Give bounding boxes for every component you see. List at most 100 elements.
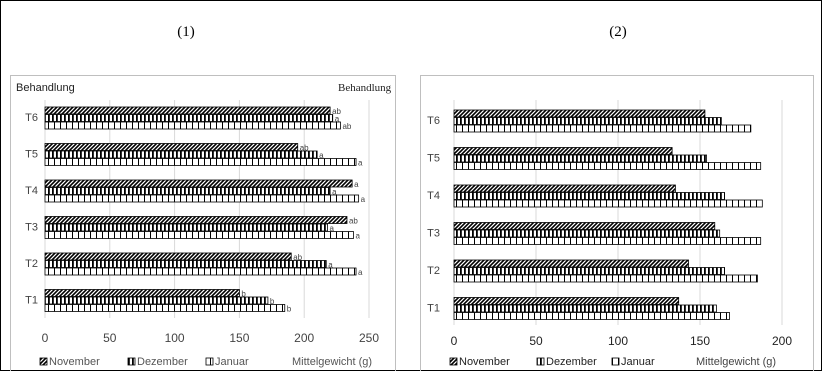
x-tick-label: 100: [608, 334, 628, 348]
bar-januar-t5: [44, 158, 357, 166]
significance-label: b: [287, 305, 292, 314]
bar-januar-t2: [453, 274, 758, 283]
bar-dezember-t2: [453, 267, 726, 275]
significance-label: a: [361, 195, 366, 204]
legend-swatch-november: [449, 357, 458, 366]
x-tick-label: 250: [359, 331, 379, 345]
bar-november-t5: [44, 143, 299, 151]
bar-januar-t6: [44, 121, 341, 130]
legend-label-dezember: Dezember: [546, 356, 597, 368]
category-label: T2: [427, 265, 440, 277]
legend-label-november: November: [49, 356, 100, 368]
bar-november-t1: [453, 297, 680, 305]
x-tick-label: 50: [103, 331, 117, 345]
category-label: T5: [25, 149, 38, 161]
bar-dezember-t6: [44, 114, 334, 122]
significance-label: a: [355, 232, 360, 241]
category-label: T3: [427, 228, 440, 240]
panel-2-box: [420, 75, 814, 371]
bar-november-t6: [44, 106, 331, 115]
category-label: T6: [427, 115, 440, 127]
panel-2-y-axis-title: Behandlung: [338, 82, 392, 94]
bar-januar-t4: [453, 199, 763, 208]
significance-label: ab: [300, 144, 309, 153]
bar-november-t4: [44, 179, 353, 188]
legend-label-november: November: [459, 356, 510, 368]
chart-2-bars: [453, 109, 763, 320]
category-label: T1: [427, 303, 440, 315]
chart-2: T1 T2 T3 T4 T5 T6 0 50 100 150 200: [427, 100, 792, 348]
category-label: T4: [25, 185, 38, 197]
x-tick-label: 0: [42, 331, 49, 345]
bar-dezember-t5: [44, 150, 318, 159]
chart-1-legend: November Dezember Januar Mittelgewicht (…: [39, 356, 372, 368]
bar-januar-t4: [44, 194, 360, 203]
x-tick-label: 200: [294, 331, 314, 345]
significance-label: ab: [293, 253, 302, 262]
panel-1-box: [10, 75, 396, 371]
category-label: T2: [25, 258, 38, 270]
chart-2-gridlines: [453, 100, 783, 325]
bar-dezember-t3: [453, 229, 721, 238]
significance-label: ab: [349, 217, 358, 226]
bar-dezember-t4: [44, 187, 331, 195]
bar-dezember-t3: [44, 223, 328, 232]
bar-dezember-t2: [44, 260, 327, 268]
bar-dezember-t1: [453, 304, 717, 313]
chart-2-category-labels: T1 T2 T3 T4 T5 T6: [427, 115, 440, 315]
bar-dezember-t5: [453, 154, 707, 163]
x-tick-label: 50: [529, 334, 543, 348]
bar-dezember-t6: [453, 117, 722, 125]
bar-januar-t2: [44, 267, 357, 276]
bar-november-t3: [453, 222, 716, 230]
bar-dezember-t1: [44, 296, 269, 305]
bar-november-t3: [44, 216, 348, 224]
bar-november-t5: [453, 147, 673, 155]
significance-label: a: [328, 261, 333, 270]
significance-label: a: [330, 224, 335, 233]
panel-2-label: (2): [609, 24, 627, 40]
chart-1-gridlines: [44, 100, 370, 318]
bar-januar-t1: [453, 312, 730, 320]
bar-januar-t1: [44, 304, 286, 312]
x-tick-label: 150: [690, 334, 710, 348]
legend-label-januar: Januar: [621, 356, 655, 368]
category-label: T1: [25, 295, 38, 307]
significance-label: a: [332, 188, 337, 197]
significance-label: a: [335, 115, 340, 124]
significance-label: b: [270, 297, 275, 306]
bar-januar-t3: [44, 231, 354, 239]
panel-1-y-axis-title: Behandlung: [16, 82, 75, 94]
chart-1-category-labels: T1 T2 T3 T4 T5 T6: [25, 112, 38, 307]
panel-1-label: (1): [177, 24, 195, 40]
chart-2-legend: November Dezember Januar Mittelgewicht (…: [449, 356, 776, 368]
category-label: T5: [427, 153, 440, 165]
legend-label-dezember: Dezember: [137, 356, 188, 368]
legend-label-januar: Januar: [215, 356, 249, 368]
bar-november-t4: [453, 184, 676, 193]
x-tick-label: 100: [165, 331, 185, 345]
significance-label: a: [358, 159, 363, 168]
category-label: T3: [25, 222, 38, 234]
bar-november-t2: [44, 252, 292, 261]
bar-januar-t5: [453, 162, 762, 170]
category-label: T6: [25, 112, 38, 124]
significance-label: b: [241, 290, 246, 299]
legend-swatch-januar: [205, 357, 214, 366]
category-label: T4: [427, 190, 440, 202]
significance-label: a: [358, 268, 363, 277]
chart-1-x-tick-labels: 0 50 100 150 200 250: [42, 331, 380, 345]
chart-1-x-axis-title: Mittelgewicht (g): [292, 356, 372, 368]
bar-november-t1: [44, 289, 240, 297]
legend-swatch-dezember: [536, 357, 545, 366]
legend-swatch-januar: [611, 357, 620, 366]
significance-label: a: [354, 180, 359, 189]
x-tick-label: 0: [451, 334, 458, 348]
bar-november-t6: [453, 109, 706, 118]
bar-november-t2: [453, 259, 689, 268]
bar-januar-t6: [453, 124, 752, 133]
x-tick-label: 150: [229, 331, 249, 345]
significance-label: ab: [342, 122, 351, 131]
significance-label: ab: [332, 107, 341, 116]
